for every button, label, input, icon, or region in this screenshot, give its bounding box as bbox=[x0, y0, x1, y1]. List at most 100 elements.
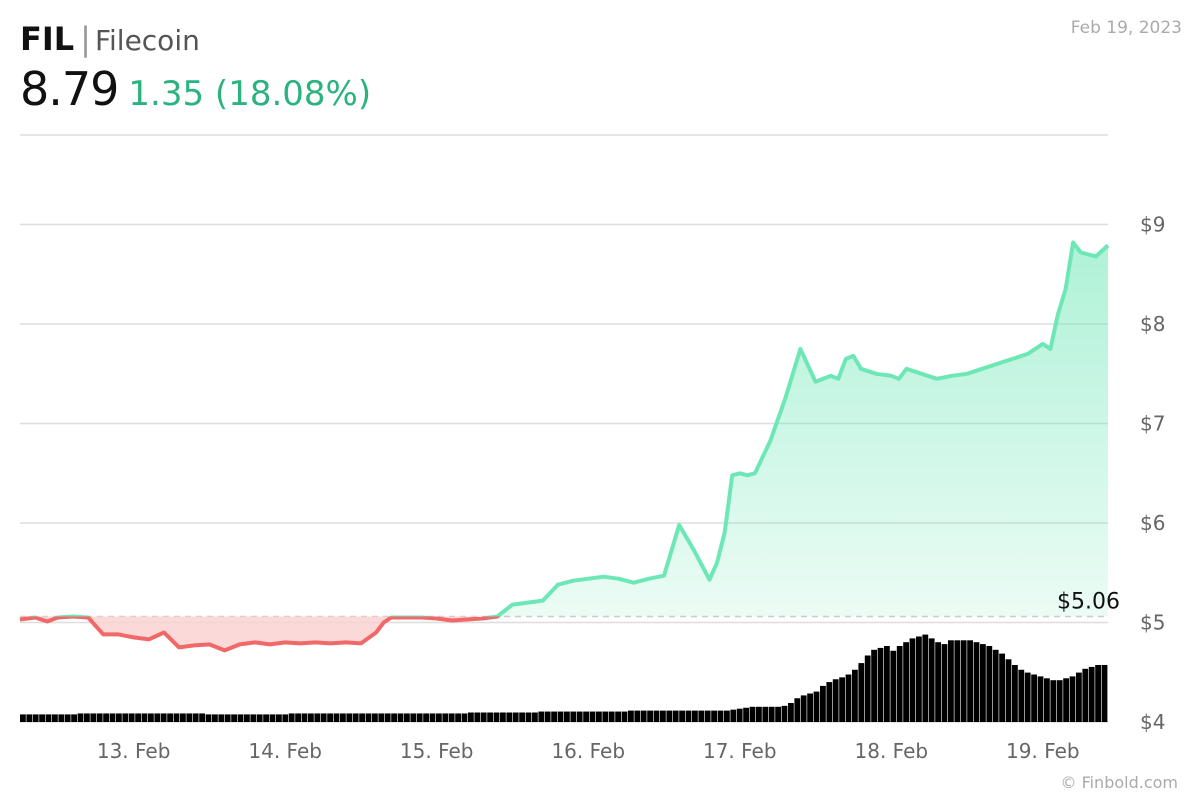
volume-bar bbox=[967, 640, 973, 722]
volume-bar bbox=[1095, 665, 1101, 722]
price-line-down bbox=[19, 616, 501, 653]
volume-bar bbox=[557, 711, 564, 722]
volume-bar bbox=[1037, 676, 1044, 722]
volume-bar bbox=[282, 714, 289, 722]
volume-bar bbox=[372, 713, 378, 722]
volume-bar bbox=[384, 713, 391, 722]
volume-bar bbox=[269, 714, 276, 722]
volume-bar bbox=[192, 713, 199, 722]
volume-bar bbox=[1018, 669, 1025, 722]
volume-bar bbox=[800, 695, 807, 722]
volume-bar bbox=[276, 714, 282, 722]
volume-bar bbox=[916, 636, 922, 722]
volume-bar bbox=[90, 713, 97, 722]
volume-bar bbox=[64, 714, 71, 722]
volume-bar bbox=[583, 711, 589, 722]
volume-bar bbox=[295, 713, 301, 722]
volume-bar bbox=[474, 712, 481, 722]
volume-bar bbox=[903, 642, 909, 722]
volume-bar bbox=[500, 712, 506, 722]
volume-bar bbox=[167, 713, 173, 722]
volume-bar bbox=[320, 713, 327, 722]
credit-text: © Finbold.com bbox=[1060, 773, 1178, 792]
price-change: 1.35 (18.08%) bbox=[128, 74, 372, 114]
volume-bar bbox=[154, 713, 161, 722]
volume-bar bbox=[128, 713, 135, 722]
volume-bar bbox=[864, 655, 871, 722]
volume-bar bbox=[896, 646, 903, 722]
volume-bar bbox=[666, 710, 673, 722]
volume-bar bbox=[71, 714, 77, 722]
volume-bar bbox=[992, 649, 999, 722]
volume-bar bbox=[692, 710, 698, 722]
volume-bar bbox=[858, 663, 865, 722]
volume-bar bbox=[621, 711, 628, 722]
price-line-up bbox=[27, 240, 1110, 617]
volume-bar bbox=[256, 714, 263, 722]
volume-bar bbox=[493, 712, 500, 722]
volume-bar bbox=[576, 711, 583, 722]
volume-bar bbox=[704, 710, 711, 722]
volume-bar bbox=[736, 708, 743, 722]
chart-date: Feb 19, 2023 bbox=[1070, 18, 1182, 38]
volume-bar bbox=[519, 712, 525, 722]
price-row: 8.79 1.35 (18.08%) bbox=[20, 62, 371, 118]
volume-bar bbox=[429, 713, 436, 722]
volume-bar bbox=[333, 713, 340, 722]
x-tick-label: 17. Feb bbox=[703, 739, 777, 763]
volume-bar bbox=[199, 713, 205, 722]
volume-bar bbox=[1076, 672, 1082, 722]
x-tick-label: 14. Feb bbox=[248, 739, 322, 763]
volume-bar bbox=[160, 713, 167, 722]
volume-bar bbox=[532, 712, 538, 722]
volume-bar bbox=[544, 711, 551, 722]
volume-bar bbox=[116, 713, 122, 722]
volume-bar bbox=[1082, 668, 1089, 722]
volume-bar bbox=[608, 711, 615, 722]
volume-bar bbox=[84, 713, 90, 722]
volume-bar bbox=[327, 713, 333, 722]
volume-bar bbox=[1056, 680, 1063, 722]
volume-bar bbox=[340, 713, 346, 722]
volume-bar bbox=[589, 711, 596, 722]
volume-bar bbox=[973, 642, 980, 722]
volume-bar bbox=[960, 640, 967, 722]
volume-bar bbox=[52, 714, 58, 722]
volume-bar bbox=[391, 713, 397, 722]
volume-bar bbox=[884, 646, 890, 722]
gain-area bbox=[72, 242, 1108, 617]
volume-bar bbox=[231, 714, 237, 722]
volume-bar bbox=[564, 711, 570, 722]
volume-bar bbox=[749, 706, 756, 722]
volume-bar bbox=[986, 646, 993, 722]
volume-bar bbox=[461, 713, 468, 722]
volume-bar bbox=[935, 642, 941, 722]
ticker-symbol: FIL bbox=[20, 20, 75, 58]
volume-bar bbox=[186, 713, 193, 722]
volume-bar bbox=[263, 714, 269, 722]
reference-label: $5.06 bbox=[1057, 590, 1120, 615]
volume-bar bbox=[218, 714, 225, 722]
volume-bar bbox=[442, 713, 449, 722]
y-tick-label: $8 bbox=[1140, 312, 1165, 336]
volume-bar bbox=[436, 713, 442, 722]
volume-bar bbox=[909, 638, 916, 722]
volume-bar bbox=[1044, 678, 1050, 722]
volume-bar bbox=[602, 711, 609, 722]
volume-bar bbox=[948, 640, 954, 722]
volume-bar bbox=[141, 713, 148, 722]
volume-bar bbox=[852, 669, 858, 722]
area-fills bbox=[20, 242, 1108, 651]
volume-bars bbox=[20, 634, 1108, 722]
volume-bar bbox=[890, 650, 897, 722]
ticker-separator: | bbox=[80, 20, 91, 58]
volume-bar bbox=[109, 713, 116, 722]
volume-bar bbox=[205, 714, 212, 722]
volume-bar bbox=[487, 712, 493, 722]
volume-bar bbox=[615, 711, 621, 722]
volume-bar bbox=[224, 714, 231, 722]
volume-bar bbox=[244, 714, 250, 722]
volume-bar bbox=[730, 709, 737, 722]
volume-bar bbox=[20, 714, 26, 722]
volume-bar bbox=[807, 693, 813, 722]
